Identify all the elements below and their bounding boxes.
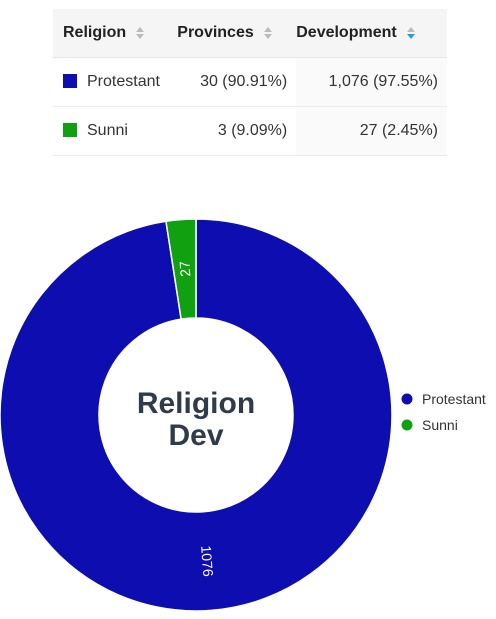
chart-legend: Protestant Sunni <box>401 391 486 433</box>
slice-label-sunni: 27 <box>176 260 193 277</box>
provinces-cell: 3 (9.09%) <box>177 106 297 156</box>
legend-marker-sunni[interactable] <box>401 419 413 431</box>
religion-cell: Protestant <box>53 57 178 107</box>
table-row: Protestant 30 (90.91%) 1,076 (97.55%) <box>53 57 447 107</box>
legend-label-protestant[interactable]: Protestant <box>422 391 486 407</box>
religion-name: Protestant <box>87 73 160 90</box>
center-label-line-2: Dev <box>168 419 223 452</box>
sort-descending-icon[interactable] <box>406 27 415 39</box>
provinces-cell: 30 (90.91%) <box>177 57 297 107</box>
table-row: Sunni 3 (9.09%) 27 (2.45%) <box>53 106 447 156</box>
donut-slices <box>0 218 393 612</box>
color-swatch <box>63 74 77 88</box>
provinces-column-header[interactable]: Provinces <box>177 9 297 58</box>
development-header-label: Development <box>296 24 397 41</box>
slice-label-protestant: 1076 <box>198 545 216 577</box>
religion-column-header[interactable]: Religion <box>53 9 178 58</box>
sort-icon[interactable] <box>136 27 145 39</box>
development-cell: 1,076 (97.55%) <box>296 57 447 107</box>
legend-label-sunni[interactable]: Sunni <box>422 417 458 433</box>
development-column-header[interactable]: Development <box>296 9 447 58</box>
provinces-header-label: Provinces <box>177 24 254 41</box>
religion-donut-chart: 1076 27 Religion Dev Protestant Sunni <box>0 218 486 612</box>
donut-slice-labels: 1076 27 <box>176 260 216 577</box>
table-header-row: Religion Provinces Development <box>53 9 447 58</box>
religion-header-label: Religion <box>63 24 127 41</box>
religion-cell: Sunni <box>53 106 178 156</box>
religion-table: Religion Provinces Development Prote <box>53 9 447 156</box>
color-swatch <box>63 123 77 137</box>
center-label-line-1: Religion <box>137 387 255 420</box>
sort-icon[interactable] <box>263 27 272 39</box>
development-cell: 27 (2.45%) <box>296 106 447 156</box>
slice-sunni[interactable] <box>165 218 197 321</box>
slice-protestant[interactable] <box>0 218 393 612</box>
legend-marker-protestant[interactable] <box>401 393 413 405</box>
religion-name: Sunni <box>87 122 128 139</box>
